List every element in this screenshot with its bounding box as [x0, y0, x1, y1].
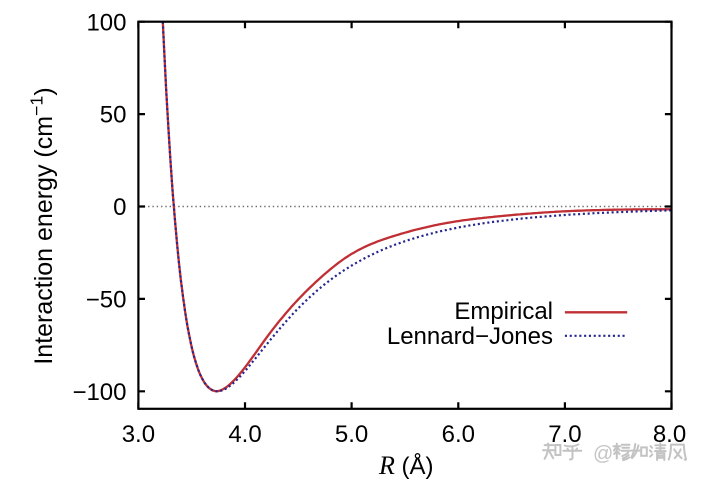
svg-text:50: 50	[100, 102, 127, 129]
svg-text:6.0: 6.0	[442, 421, 475, 448]
svg-text:R (Å): R (Å)	[378, 451, 434, 480]
svg-text:3.0: 3.0	[122, 421, 155, 448]
svg-text:8.0: 8.0	[653, 421, 686, 448]
svg-text:−100: −100	[72, 379, 126, 406]
svg-text:Interaction energy (cm−1): Interaction energy (cm−1)	[27, 87, 58, 364]
svg-text:100: 100	[86, 9, 126, 36]
svg-text:5.0: 5.0	[335, 421, 368, 448]
svg-text:Lennard−Jones: Lennard−Jones	[387, 323, 553, 350]
svg-text:4.0: 4.0	[228, 421, 261, 448]
svg-text:−50: −50	[86, 287, 127, 314]
svg-text:@: @	[593, 443, 613, 465]
svg-text:0: 0	[113, 194, 126, 221]
svg-text:7.0: 7.0	[548, 421, 581, 448]
svg-text:Empirical: Empirical	[454, 298, 553, 325]
